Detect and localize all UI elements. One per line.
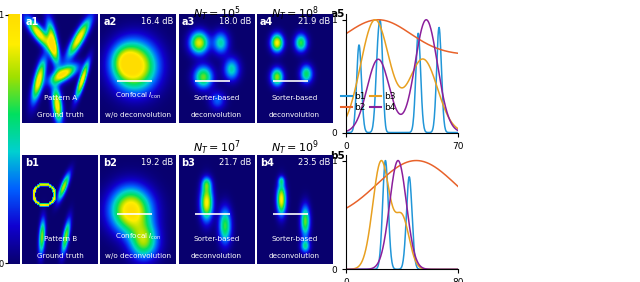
Text: b3: b3: [182, 158, 195, 168]
Y-axis label: Normalized intensity: Normalized intensity: [317, 165, 326, 259]
Text: $N_T = 10^8$: $N_T = 10^8$: [271, 4, 318, 23]
Text: Sorter-based: Sorter-based: [193, 95, 239, 101]
Text: a2: a2: [104, 17, 116, 27]
Text: 16.4 dB: 16.4 dB: [141, 17, 173, 26]
Text: 21.7 dB: 21.7 dB: [220, 158, 252, 167]
Text: 23.5 dB: 23.5 dB: [298, 158, 330, 167]
Text: 21.9 dB: 21.9 dB: [298, 17, 330, 26]
Text: a3: a3: [182, 17, 195, 27]
Text: w/o deconvolution: w/o deconvolution: [105, 253, 172, 259]
Text: Sorter-based: Sorter-based: [193, 236, 239, 242]
Text: b2: b2: [104, 158, 117, 168]
Text: Ground truth: Ground truth: [36, 253, 84, 259]
Y-axis label: Normalized intensity: Normalized intensity: [317, 26, 326, 120]
Text: Confocal $\mathit{I}_{\mathrm{con}}$: Confocal $\mathit{I}_{\mathrm{con}}$: [115, 232, 161, 242]
Text: b4: b4: [260, 158, 273, 168]
Text: Pattern A: Pattern A: [44, 95, 77, 101]
Text: a4: a4: [260, 17, 273, 27]
Text: a5: a5: [331, 9, 345, 19]
Text: w/o deconvolution: w/o deconvolution: [105, 112, 172, 118]
Text: 18.0 dB: 18.0 dB: [220, 17, 252, 26]
Text: Pattern B: Pattern B: [44, 236, 77, 242]
Text: Confocal $\mathit{I}_{\mathrm{con}}$: Confocal $\mathit{I}_{\mathrm{con}}$: [115, 91, 161, 101]
Text: Sorter-based: Sorter-based: [271, 236, 317, 242]
Text: deconvolution: deconvolution: [269, 112, 320, 118]
Text: $N_T = 10^9$: $N_T = 10^9$: [271, 138, 318, 157]
Text: Ground truth: Ground truth: [36, 112, 84, 118]
Text: b1: b1: [26, 158, 39, 168]
Text: $N_T = 10^5$: $N_T = 10^5$: [193, 4, 240, 23]
Text: b5: b5: [331, 151, 346, 160]
Text: $N_T = 10^7$: $N_T = 10^7$: [193, 138, 240, 157]
Text: deconvolution: deconvolution: [269, 253, 320, 259]
Text: deconvolution: deconvolution: [191, 112, 242, 118]
Text: 19.2 dB: 19.2 dB: [141, 158, 173, 167]
Legend: b1, b2, b3, b4: b1, b2, b3, b4: [337, 89, 399, 116]
Text: deconvolution: deconvolution: [191, 253, 242, 259]
Text: a1: a1: [26, 17, 38, 27]
X-axis label: Pixel number: Pixel number: [372, 156, 432, 165]
Text: Sorter-based: Sorter-based: [271, 95, 317, 101]
